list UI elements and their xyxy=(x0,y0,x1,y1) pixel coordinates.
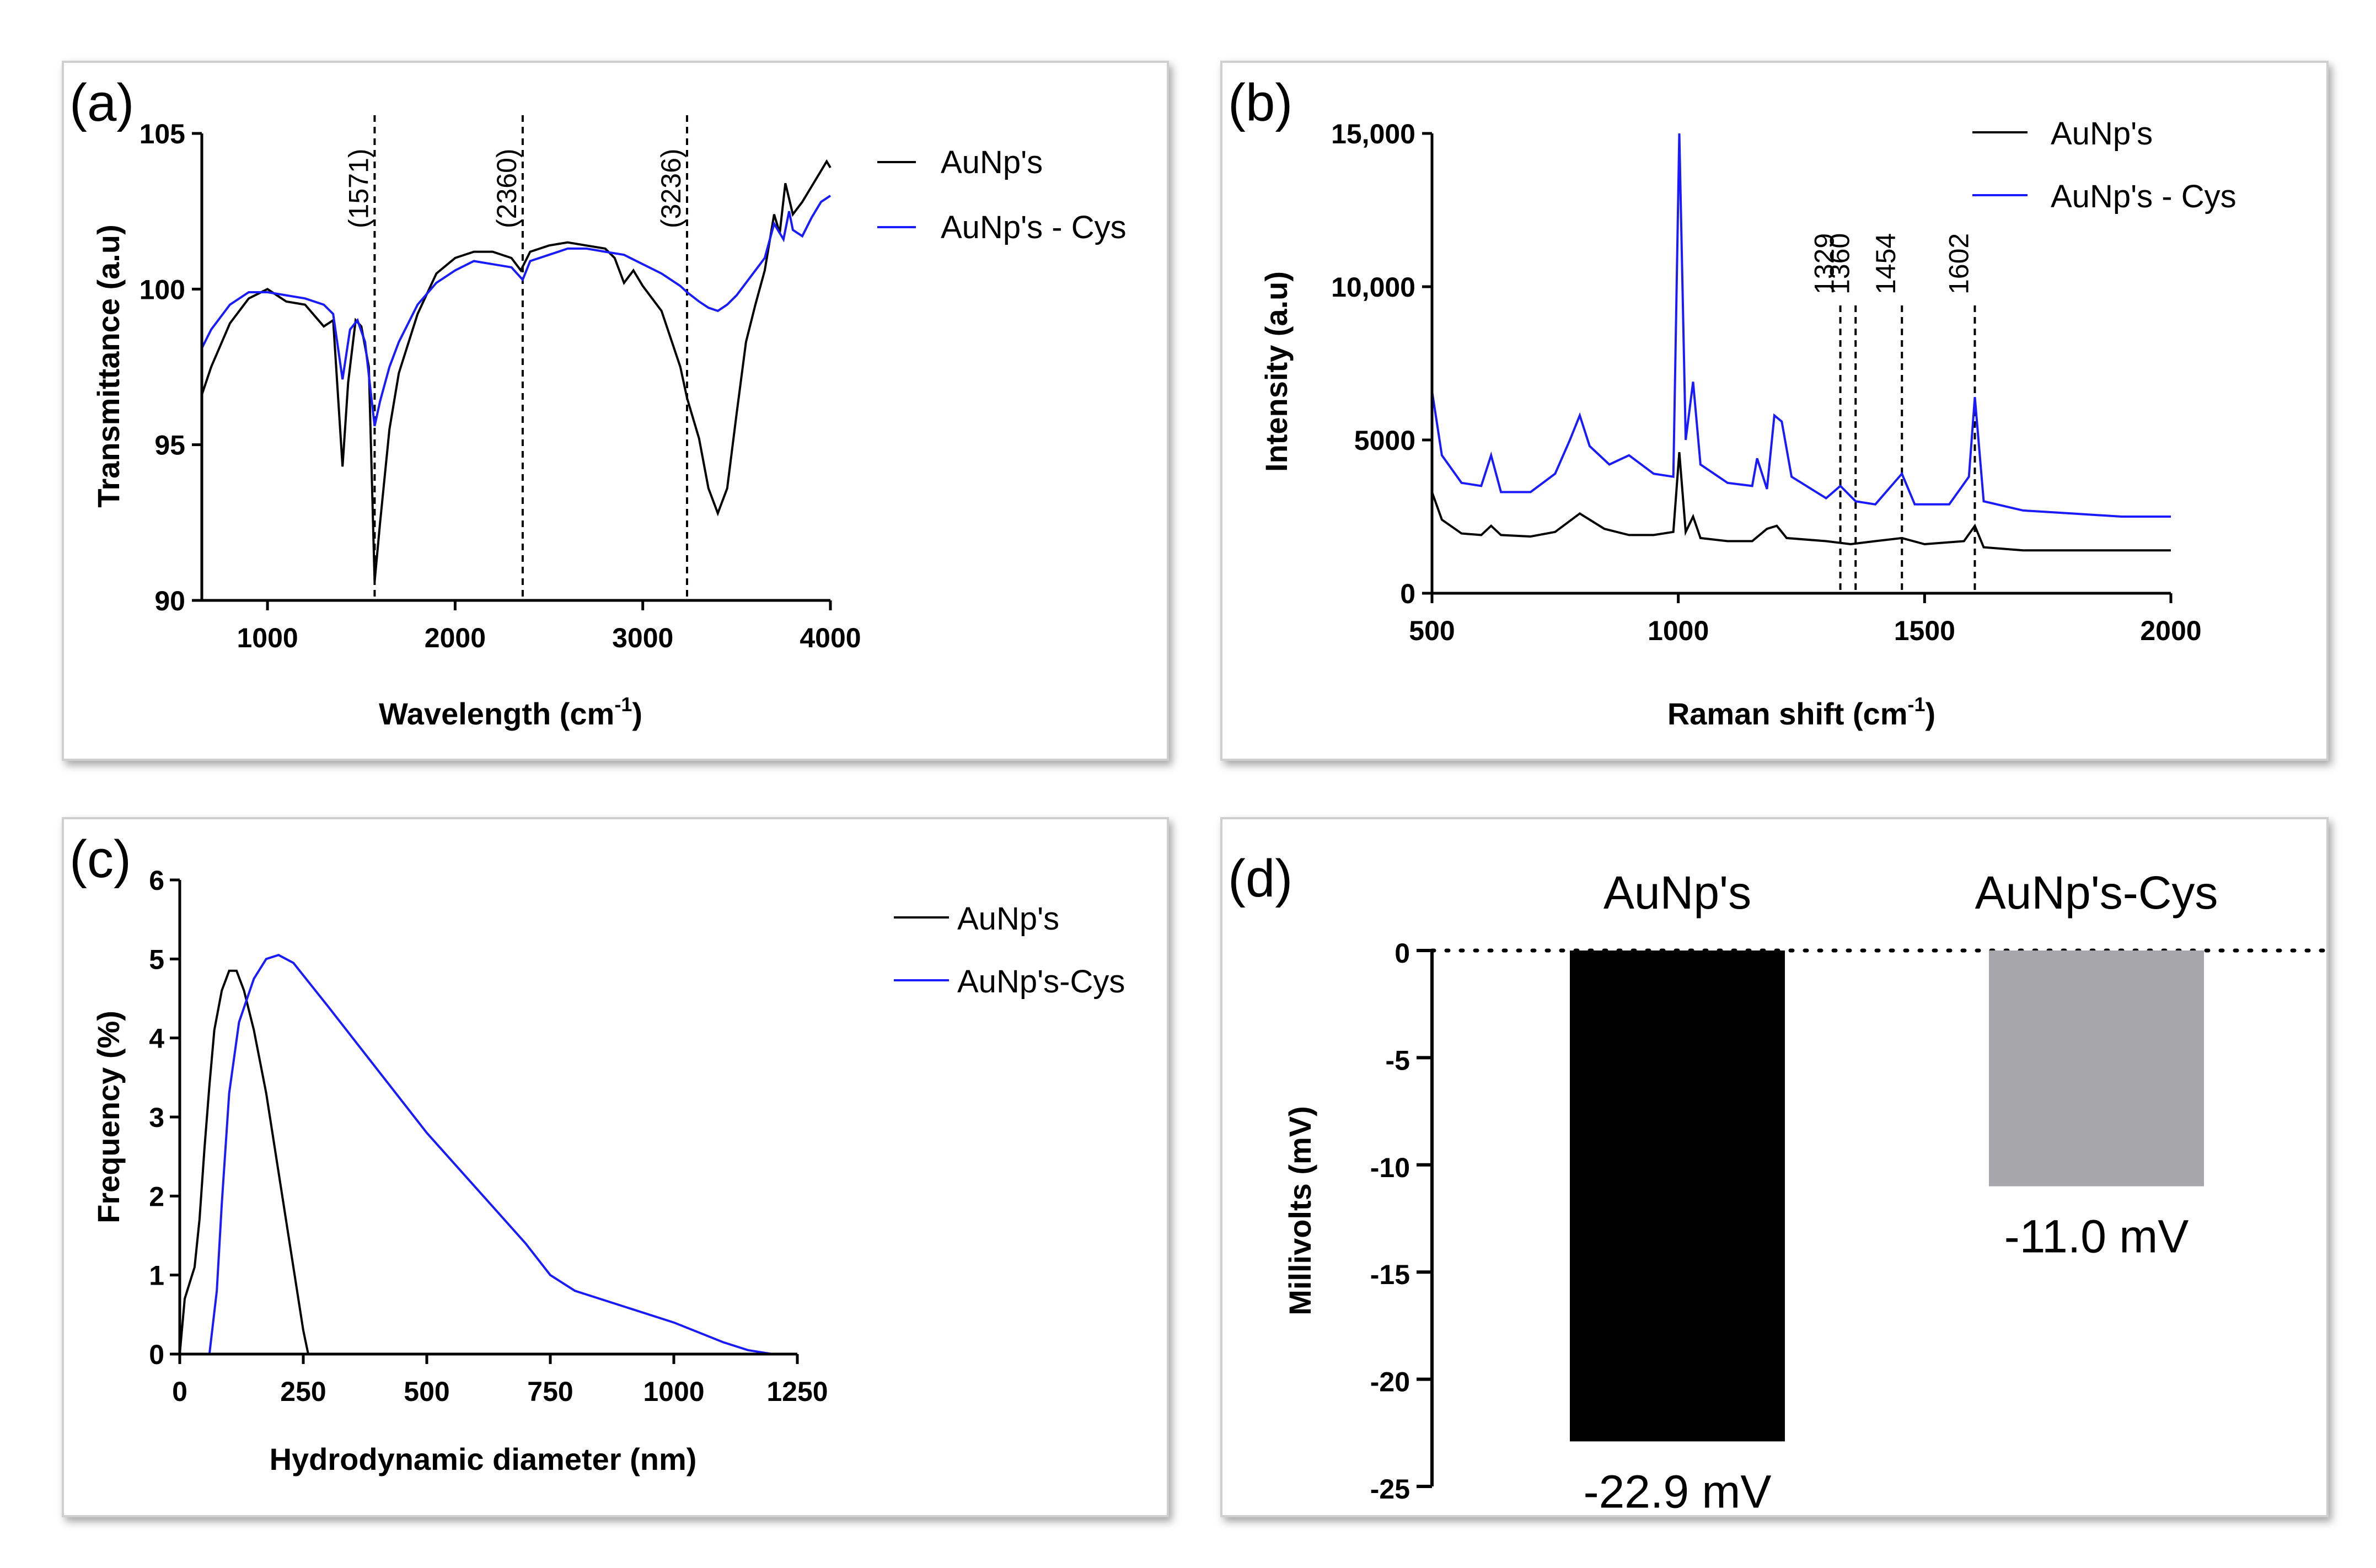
y-tick-label: -25 xyxy=(1370,1474,1410,1505)
y-axis-label: Intensity (a.u) xyxy=(1259,271,1294,472)
panel-b: (b) 500 1000 1500 2000 0 5000 10,000 15,000 132… xyxy=(1220,61,2329,761)
x-tick-label: 1000 xyxy=(643,1376,704,1407)
chart-c: (c) 0 250 500 750 1000 1250 0 1 2 3 4 5 6 Hydrodynam… xyxy=(69,830,1125,1476)
x-axis-label: Hydrodynamic diameter (nm) xyxy=(270,1442,697,1476)
x-tick-label: 2000 xyxy=(425,622,486,653)
legend-label-aunps: AuNp's xyxy=(941,144,1043,180)
x-tick-label: 750 xyxy=(527,1376,573,1407)
panel-label-b: (b) xyxy=(1228,73,1292,132)
series-aunps-line xyxy=(179,969,309,1355)
annotation-label: 1602 xyxy=(1943,233,1974,294)
y-tick-label: -10 xyxy=(1370,1152,1410,1183)
y-tick-label: 10,000 xyxy=(1331,272,1415,303)
y-tick-label: 5 xyxy=(149,944,164,975)
panel-label-a: (a) xyxy=(69,73,134,132)
legend-label-aunps-cys: AuNp's - Cys xyxy=(941,210,1127,245)
x-tick-label: 2000 xyxy=(2140,615,2201,646)
category-label: AuNp's-Cys xyxy=(1975,867,2218,919)
x-tick-label: 500 xyxy=(404,1376,449,1407)
panel-label-d: (d) xyxy=(1228,849,1292,908)
series-aunps-cys-line xyxy=(208,954,773,1355)
x-tick-label: 1000 xyxy=(237,622,298,653)
y-tick-label: 5000 xyxy=(1354,425,1415,456)
series-aunps-line xyxy=(201,159,832,582)
x-tick-label: 250 xyxy=(280,1376,326,1407)
bar-aunps xyxy=(1570,951,1785,1442)
chart-b: (b) 500 1000 1500 2000 0 5000 10,000 15,000 132… xyxy=(1228,73,2236,731)
bar-aunps-cys xyxy=(1989,951,2204,1186)
series-aunps-cys-line xyxy=(201,195,832,427)
legend-label-aunps-cys: AuNp's-Cys xyxy=(957,964,1125,1000)
panel-c: (c) 0 250 500 750 1000 1250 0 1 2 3 4 5 6 Hydrodynam… xyxy=(62,817,1169,1517)
chart-d: (d) 0 -5 -10 -15 -20 -25 AuNp's -22.9 mV AuNp's… xyxy=(1228,849,2326,1515)
panel-a: (a) 1000 2000 3000 4000 90 95 100 105 (1571) (23… xyxy=(62,61,1169,761)
x-tick-label: 0 xyxy=(172,1376,187,1407)
y-tick-label: 6 xyxy=(149,865,164,896)
y-tick-label: 95 xyxy=(154,430,185,461)
y-tick-label: 100 xyxy=(140,274,185,305)
legend-label-aunps-cys: AuNp's - Cys xyxy=(2051,179,2236,214)
annotation-label: 1329 xyxy=(1809,233,1840,294)
x-tick-label: 4000 xyxy=(800,622,861,653)
legend-label-aunps: AuNp's xyxy=(957,901,1059,937)
y-tick-label: 4 xyxy=(149,1023,164,1054)
annotation-label: (3236) xyxy=(656,148,686,228)
x-tick-label: 1000 xyxy=(1648,615,1709,646)
annotation-label: (1571) xyxy=(343,148,374,228)
panel-d: (d) 0 -5 -10 -15 -20 -25 AuNp's -22.9 mV AuNp's… xyxy=(1220,817,2329,1517)
series-aunps-cys-line xyxy=(1431,133,2171,518)
y-tick-label: -15 xyxy=(1370,1259,1410,1290)
value-label: -11.0 mV xyxy=(2004,1211,2189,1263)
y-axis-label: Frequency (%) xyxy=(91,1011,126,1223)
y-tick-label: 0 xyxy=(149,1339,164,1370)
y-tick-label: 0 xyxy=(1400,578,1415,609)
x-tick-label: 1500 xyxy=(1894,615,1955,646)
annotation-label: 1360 xyxy=(1824,233,1855,294)
y-tick-label: 90 xyxy=(154,586,185,616)
y-tick-label: -5 xyxy=(1386,1045,1410,1076)
y-tick-label: 105 xyxy=(140,119,185,149)
legend-label-aunps: AuNp's xyxy=(2051,116,2153,152)
x-axis-label: Raman shift (cm-1) xyxy=(1667,693,1935,731)
y-tick-label: -20 xyxy=(1370,1367,1410,1398)
chart-a: (a) 1000 2000 3000 4000 90 95 100 105 (1571) (23… xyxy=(69,73,1127,731)
y-tick-label: 1 xyxy=(149,1260,164,1291)
y-tick-label: 15,000 xyxy=(1331,119,1415,149)
panel-label-c: (c) xyxy=(69,830,131,889)
series-aunps-line xyxy=(1431,452,2171,552)
x-tick-label: 500 xyxy=(1409,615,1455,646)
category-label: AuNp's xyxy=(1603,867,1751,919)
y-axis-label: Transmittance (a.u) xyxy=(91,224,126,507)
y-tick-label: 3 xyxy=(149,1102,164,1133)
y-tick-label: 0 xyxy=(1395,938,1410,969)
x-tick-label: 3000 xyxy=(612,622,673,653)
annotation-label: 1454 xyxy=(1870,233,1901,294)
annotation-label: (2360) xyxy=(491,148,522,228)
x-axis-label: Wavelength (cm-1) xyxy=(379,693,642,731)
y-tick-label: 2 xyxy=(149,1181,164,1212)
y-axis-label: Millivolts (mV) xyxy=(1283,1106,1317,1315)
x-tick-label: 1250 xyxy=(766,1376,828,1407)
value-label: -22.9 mV xyxy=(1584,1465,1772,1515)
